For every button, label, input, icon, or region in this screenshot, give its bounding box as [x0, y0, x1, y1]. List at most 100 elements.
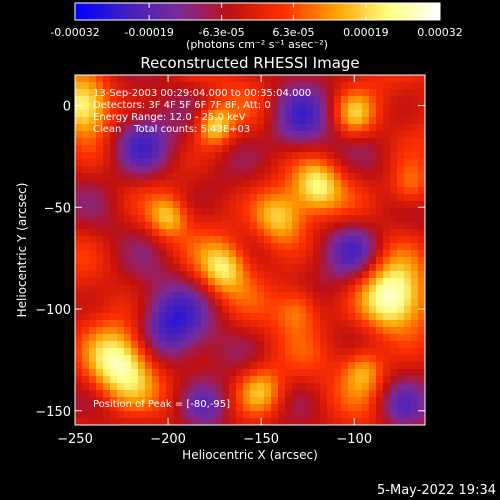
heatmap-cell	[376, 348, 384, 356]
colorbar-tick-label: -0.00019	[124, 26, 173, 39]
heatmap-cell	[117, 285, 125, 293]
heatmap-cell	[75, 271, 83, 279]
heatmap-cell	[341, 208, 349, 216]
heatmap-cell	[96, 117, 104, 125]
heatmap-cell	[96, 355, 104, 363]
heatmap-cell	[159, 355, 167, 363]
heatmap-cell	[327, 264, 335, 272]
heatmap-cell	[82, 75, 90, 83]
heatmap-cell	[222, 348, 230, 356]
heatmap-cell	[229, 411, 237, 419]
heatmap-cell	[110, 152, 118, 160]
heatmap-cell	[348, 390, 356, 398]
heatmap-cell	[201, 159, 209, 167]
heatmap-cell	[362, 320, 370, 328]
heatmap-cell	[236, 131, 244, 139]
heatmap-cell	[348, 166, 356, 174]
heatmap-cell	[187, 145, 195, 153]
heatmap-cell	[89, 313, 97, 321]
heatmap-cell	[411, 152, 419, 160]
heatmap-cell	[131, 201, 139, 209]
heatmap-cell	[187, 390, 195, 398]
heatmap-cell	[180, 383, 188, 391]
heatmap-cell	[285, 299, 293, 307]
heatmap-cell	[390, 103, 398, 111]
heatmap-cell	[383, 82, 391, 90]
heatmap-cell	[96, 264, 104, 272]
heatmap-cell	[145, 313, 153, 321]
heatmap-cell	[271, 194, 279, 202]
heatmap-cell	[173, 243, 181, 251]
heatmap-cell	[89, 306, 97, 314]
heatmap-cell	[355, 404, 363, 412]
heatmap-cell	[376, 299, 384, 307]
heatmap-cell	[159, 264, 167, 272]
heatmap-cell	[320, 292, 328, 300]
heatmap-cell	[201, 334, 209, 342]
heatmap-cell	[173, 327, 181, 335]
heatmap-cell	[96, 334, 104, 342]
heatmap-cell	[285, 404, 293, 412]
heatmap-cell	[411, 75, 419, 83]
heatmap-cell	[397, 180, 405, 188]
heatmap-cell	[348, 355, 356, 363]
heatmap-cell	[397, 327, 405, 335]
heatmap-cell	[138, 418, 146, 425]
heatmap-cell	[320, 166, 328, 174]
heatmap-cell	[334, 194, 342, 202]
heatmap-cell	[82, 348, 90, 356]
heatmap-cell	[299, 159, 307, 167]
heatmap-cell	[306, 201, 314, 209]
heatmap-cell	[229, 390, 237, 398]
heatmap-cell	[117, 243, 125, 251]
heatmap-cell	[292, 376, 300, 384]
heatmap-cell	[173, 208, 181, 216]
heatmap-cell	[103, 180, 111, 188]
heatmap-cell	[369, 117, 377, 125]
heatmap-cell	[257, 411, 265, 419]
heatmap-cell	[250, 89, 258, 97]
heatmap-cell	[355, 201, 363, 209]
heatmap-cell	[292, 222, 300, 230]
heatmap-cell	[166, 355, 174, 363]
heatmap-cell	[152, 82, 160, 90]
heatmap-cell	[131, 159, 139, 167]
heatmap-cell	[327, 89, 335, 97]
heatmap-cell	[306, 320, 314, 328]
heatmap-cell	[327, 222, 335, 230]
heatmap-cell	[194, 369, 202, 377]
heatmap-cell	[194, 201, 202, 209]
heatmap-cell	[243, 145, 251, 153]
heatmap-cell	[180, 341, 188, 349]
heatmap-cell	[229, 278, 237, 286]
heatmap-cell	[362, 285, 370, 293]
heatmap-cell	[117, 215, 125, 223]
heatmap-cell	[187, 194, 195, 202]
heatmap-cell	[187, 166, 195, 174]
heatmap-cell	[411, 320, 419, 328]
heatmap-cell	[152, 75, 160, 83]
heatmap-cell	[236, 264, 244, 272]
heatmap-cell	[117, 138, 125, 146]
heatmap-cell	[411, 341, 419, 349]
heatmap-cell	[313, 383, 321, 391]
heatmap-cell	[110, 208, 118, 216]
heatmap-cell	[299, 278, 307, 286]
heatmap-cell	[404, 257, 412, 265]
heatmap-cell	[152, 159, 160, 167]
heatmap-cell	[173, 285, 181, 293]
heatmap-cell	[383, 201, 391, 209]
heatmap-cell	[355, 187, 363, 195]
heatmap-cell	[285, 397, 293, 405]
heatmap-cell	[383, 313, 391, 321]
heatmap-cell	[369, 243, 377, 251]
heatmap-cell	[194, 271, 202, 279]
heatmap-cell	[124, 334, 132, 342]
heatmap-cell	[145, 243, 153, 251]
heatmap-cell	[117, 103, 125, 111]
heatmap-cell	[278, 341, 286, 349]
heatmap-cell	[278, 75, 286, 83]
heatmap-cell	[82, 404, 90, 412]
heatmap-cell	[313, 411, 321, 419]
y-tick-label: 0	[63, 100, 71, 115]
